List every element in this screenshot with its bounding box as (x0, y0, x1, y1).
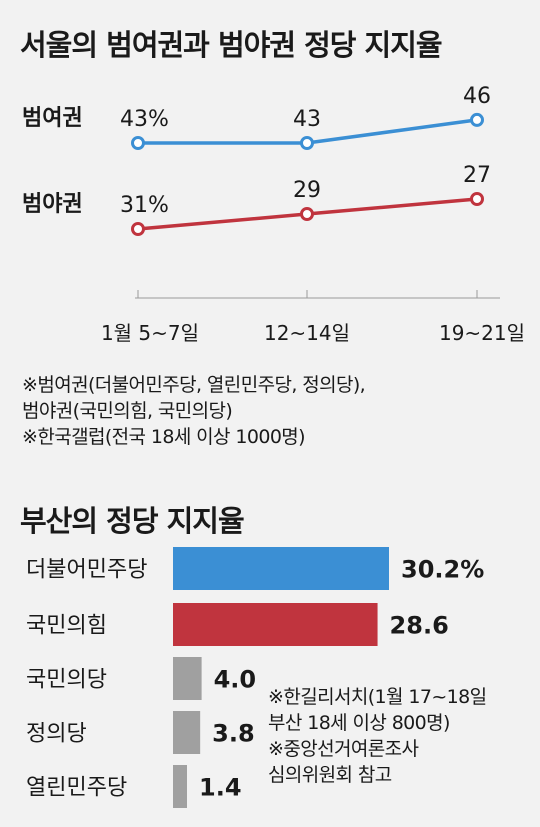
data-point (131, 222, 145, 236)
data-label: 43% (120, 107, 169, 132)
data-point (300, 207, 314, 221)
data-label: 31% (120, 193, 169, 218)
data-label: 29 (293, 178, 321, 203)
bar-category-label: 열린민주당 (26, 776, 127, 801)
data-point (470, 112, 484, 127)
series-name: 범야권 (22, 192, 83, 217)
busan-chart-title: 부산의 정당 지지율 (20, 504, 245, 538)
data-point (470, 192, 484, 206)
data-point (131, 136, 145, 150)
bar (173, 603, 378, 646)
bar (173, 547, 389, 590)
bar-value-label: 4.0 (214, 666, 257, 694)
seoul-notes: ※범여권(더불어민주당, 열린민주당, 정의당), 범야권(국민의힘, 국민의당… (22, 372, 366, 450)
bar-category-label: 정의당 (26, 722, 87, 747)
bar-value-label: 3.8 (212, 720, 255, 748)
note-line: ※중앙선거여론조사 (268, 738, 419, 760)
note-line: ※한길리서치(1월 17~18일 (268, 686, 487, 708)
x-tick-label: 12~14일 (264, 321, 350, 345)
bar (173, 657, 202, 700)
x-tick-label: 1월 5~7일 (101, 321, 199, 345)
seoul-chart-title: 서울의 범여권과 범야권 정당 지지율 (20, 28, 443, 62)
bar-value-label: 30.2% (401, 556, 484, 584)
bar (173, 765, 187, 808)
data-label: 27 (463, 163, 491, 188)
busan-notes: ※한길리서치(1월 17~18일 부산 18세 이상 800명) ※중앙선거여론… (268, 684, 487, 788)
note-line: 범야권(국민의힘, 국민의당) (22, 400, 233, 422)
bar-value-label: 28.6 (390, 612, 449, 640)
bar-category-label: 국민의당 (26, 668, 107, 693)
bar-category-label: 더불어민주당 (26, 558, 147, 583)
note-line: 부산 18세 이상 800명) (268, 712, 450, 734)
line-chart: 1월 5~7일 12~14일 19~21일 43% 43 46 범여권 31% 29 27 범야권 (22, 84, 525, 345)
note-line: 심의위원회 참고 (268, 764, 392, 786)
note-line: ※범여권(더불어민주당, 열린민주당, 정의당), (22, 374, 366, 396)
data-label: 46 (463, 84, 491, 109)
x-tick-label: 19~21일 (439, 321, 525, 345)
data-point (300, 136, 314, 150)
series-name: 범여권 (22, 106, 83, 131)
note-line: ※한국갤럽(전국 18세 이상 1000명) (22, 426, 306, 448)
bar (173, 711, 201, 754)
bar-category-label: 국민의힘 (26, 614, 107, 639)
data-label: 43 (293, 107, 321, 132)
bar-value-label: 1.4 (199, 774, 242, 802)
